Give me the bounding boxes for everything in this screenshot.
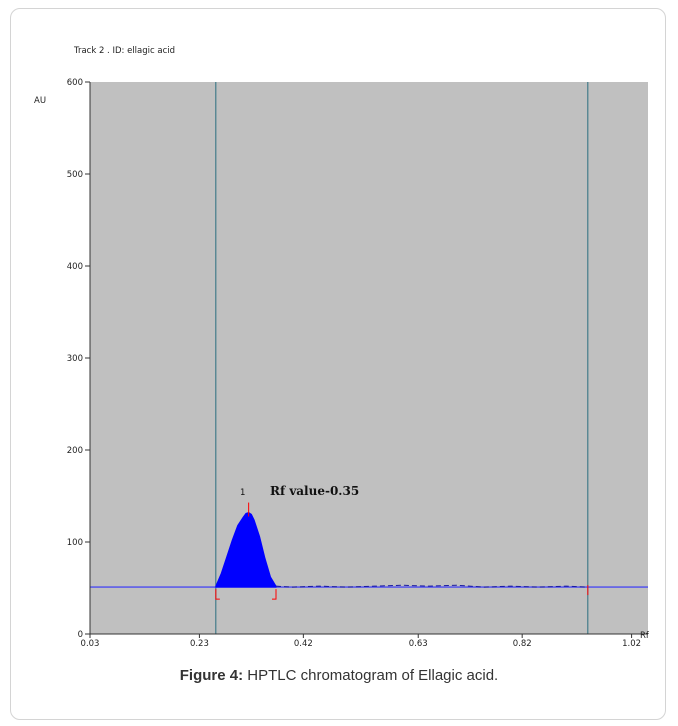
y-tick-label-300: 300 xyxy=(67,354,83,364)
x-tick-label-4: 0.82 xyxy=(513,639,532,649)
track-label: Track 2 . ID: ellagic acid xyxy=(73,46,175,56)
plot-area xyxy=(90,82,648,634)
figure-caption: Figure 4: HPTLC chromatogram of Ellagic … xyxy=(0,667,678,684)
y-tick-label-100: 100 xyxy=(67,538,83,548)
y-axis-label: AU xyxy=(34,96,46,106)
caption-text: HPTLC chromatogram of Ellagic acid. xyxy=(243,667,499,684)
peak-rf-annotation: Rf value-0.35 xyxy=(270,484,359,498)
window-lines xyxy=(215,82,589,634)
x-tick-label-3: 0.63 xyxy=(409,639,428,649)
x-tick-label-2: 0.42 xyxy=(294,639,313,649)
peak-number-label: 1 xyxy=(240,488,245,498)
signal-trace xyxy=(275,584,588,588)
axes: 0 100 200 300 400 500 600 0.03 0.23 0.42 0.63 0.82 1… xyxy=(67,78,648,649)
x-tick-label-1: 0.23 xyxy=(190,639,209,649)
peak-bracket-1 xyxy=(215,589,220,600)
x-axis-label: Rf xyxy=(640,631,650,641)
x-tick-label-0: 0.03 xyxy=(81,639,100,649)
x-tick-label-5: 1.02 xyxy=(622,639,641,649)
peak-bracket-2 xyxy=(272,589,277,600)
y-tick-label-500: 500 xyxy=(67,170,83,180)
caption-label: Figure 4: xyxy=(179,667,244,684)
y-tick-label-200: 200 xyxy=(67,446,83,456)
y-tick-label-600: 600 xyxy=(67,78,83,88)
y-tick-label-0: 0 xyxy=(78,630,83,640)
y-tick-label-400: 400 xyxy=(67,262,83,272)
chromatogram-chart: 0 100 200 300 400 500 600 0.03 0.23 0.42 0.63 0.82 1… xyxy=(34,46,650,649)
series-layer xyxy=(90,502,648,600)
